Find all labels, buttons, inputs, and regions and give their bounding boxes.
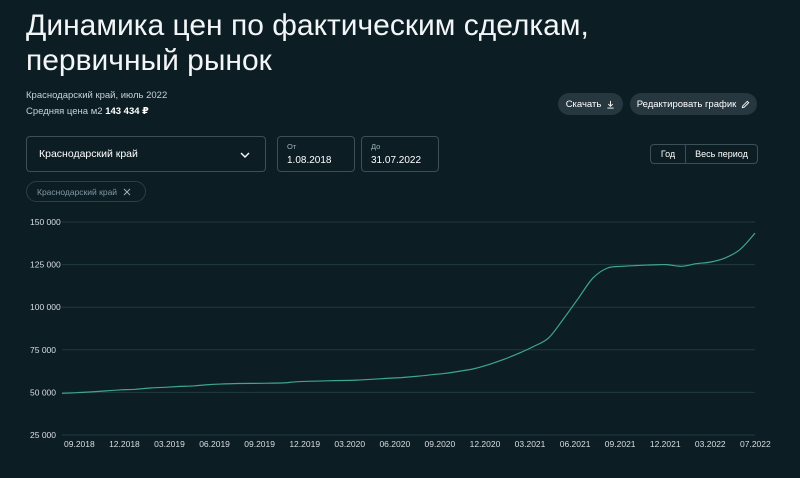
period-all-button[interactable]: Весь период: [695, 149, 748, 159]
date-from-field[interactable]: От 1.08.2018: [277, 136, 355, 172]
x-tick-label: 12.2021: [650, 439, 681, 449]
average-price-value: 143 434 ₽: [105, 106, 149, 117]
download-label: Скачать: [565, 98, 602, 110]
period-year-button[interactable]: Год: [651, 145, 686, 163]
date-to-label: До: [371, 142, 381, 151]
period-toggle: Год Весь период: [650, 144, 758, 164]
average-price: Средняя цена м2 143 434 ₽: [26, 106, 149, 117]
x-tick-label: 12.2019: [289, 439, 320, 449]
y-tick-label: 100 000: [30, 302, 61, 312]
x-axis-ticks: 09.2018 12.2018 03.2019 06.2019 09.2019 12.20…: [64, 439, 771, 449]
x-tick-label: 03.2020: [334, 439, 365, 449]
region-select-value: Краснодарский край: [39, 148, 138, 160]
chevron-down-icon: [240, 152, 250, 158]
date-from-value: 1.08.2018: [287, 155, 332, 166]
x-tick-label: 12.2020: [470, 439, 501, 449]
date-to-value: 31.07.2022: [371, 155, 422, 166]
region-date-subtitle: Краснодарский край, июль 2022: [26, 90, 168, 101]
x-tick-label: 09.2018: [64, 439, 95, 449]
average-price-label: Средняя цена м2: [26, 106, 103, 117]
download-button[interactable]: Скачать: [558, 93, 623, 115]
y-tick-label: 25 000: [30, 430, 56, 440]
page-title: Динамика цен по фактическим сделкам, пер…: [26, 9, 589, 77]
edit-chart-button[interactable]: Редактировать график: [630, 93, 757, 115]
region-select[interactable]: Краснодарский край: [26, 136, 266, 172]
y-tick-label: 150 000: [30, 217, 61, 227]
x-tick-label: 03.2021: [515, 439, 546, 449]
x-tick-label: 12.2018: [109, 439, 140, 449]
x-tick-label: 07.2022: [740, 439, 771, 449]
y-tick-label: 125 000: [30, 260, 61, 270]
x-tick-label: 03.2022: [695, 439, 726, 449]
y-tick-label: 50 000: [30, 387, 56, 397]
x-tick-label: 06.2020: [379, 439, 410, 449]
pencil-icon: [742, 100, 750, 108]
x-tick-label: 06.2019: [199, 439, 230, 449]
date-to-field[interactable]: До 31.07.2022: [361, 136, 439, 172]
edit-chart-label: Редактировать график: [636, 98, 737, 110]
close-icon[interactable]: [123, 188, 131, 196]
y-tick-label: 75 000: [30, 345, 56, 355]
chart-grid: [62, 221, 755, 436]
date-from-label: От: [287, 142, 297, 151]
price-line: [61, 232, 756, 394]
region-chip-label: Краснодарский край: [37, 186, 118, 197]
download-icon: [607, 100, 614, 109]
x-tick-label: 09.2021: [605, 439, 636, 449]
x-tick-label: 06.2021: [560, 439, 591, 449]
x-tick-label: 09.2019: [244, 439, 275, 449]
x-tick-label: 09.2020: [425, 439, 456, 449]
region-filter-chip: Краснодарский край: [26, 181, 146, 202]
x-tick-label: 03.2019: [154, 439, 185, 449]
y-axis-ticks: 25 000 50 000 75 000 100 000 125 000 150 000: [30, 217, 61, 440]
